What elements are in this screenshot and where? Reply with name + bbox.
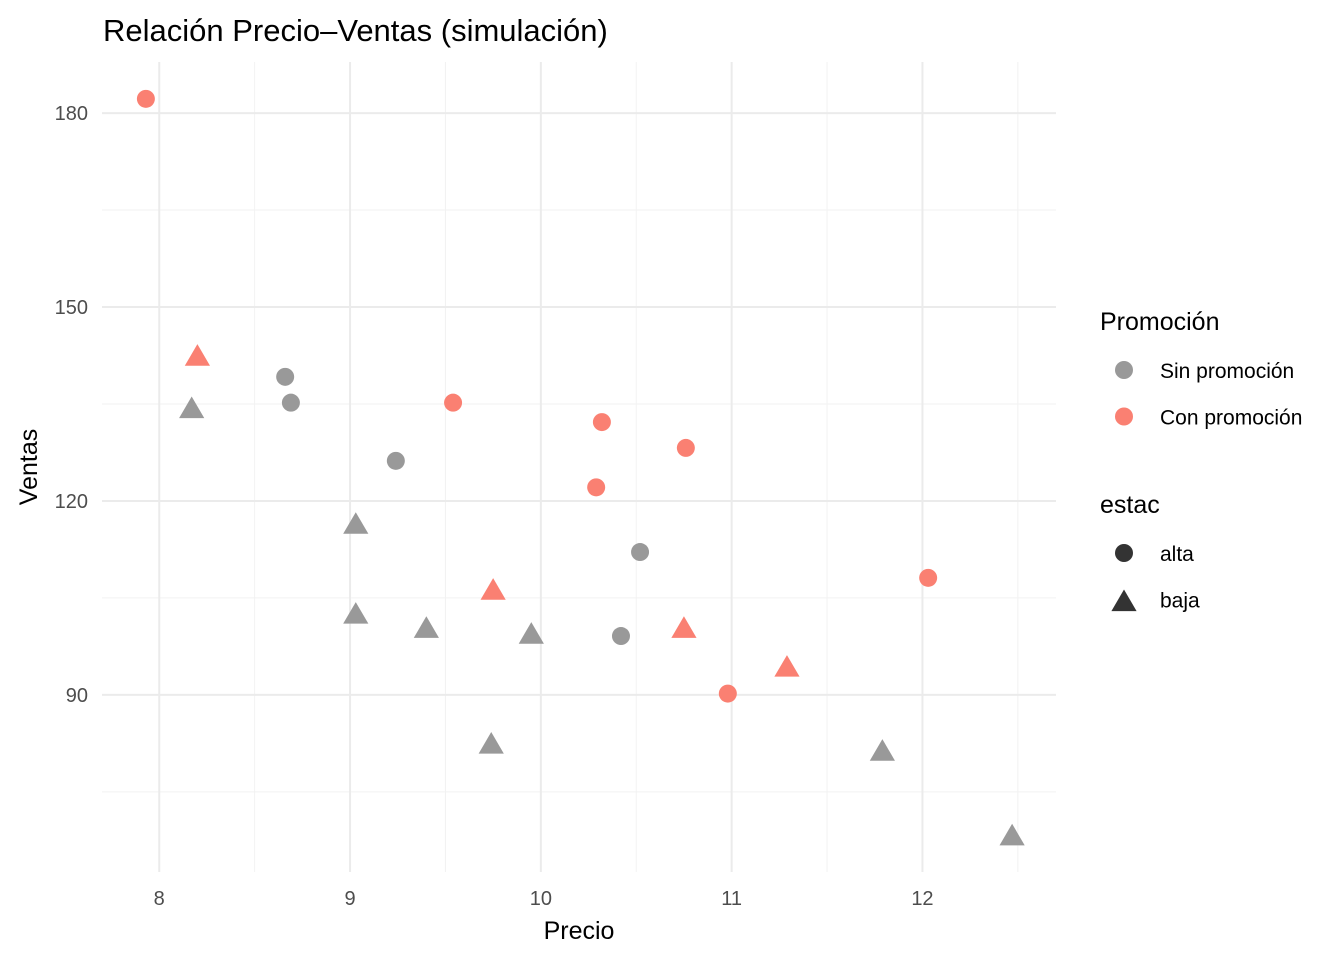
- data-point: [718, 684, 737, 703]
- data-point: [444, 393, 463, 412]
- legend: Promoción Sin promoción Con promoción estac…: [1100, 308, 1302, 613]
- data-point: [631, 543, 650, 562]
- data-point: [413, 616, 439, 638]
- x-axis-title: Precio: [544, 917, 615, 945]
- legend-key-circle: [1115, 407, 1133, 426]
- y-tick-label: 120: [55, 491, 88, 513]
- data-point: [919, 568, 938, 587]
- x-tick-labels: 8 9 10 11 12: [154, 888, 934, 910]
- data-point: [478, 732, 504, 754]
- x-tick-label: 8: [154, 888, 165, 910]
- data-point: [671, 616, 697, 638]
- legend-item-label: alta: [1160, 543, 1194, 566]
- legend-key-triangle: [1111, 589, 1137, 612]
- y-tick-label: 150: [55, 297, 88, 319]
- gridlines: [102, 62, 1056, 872]
- data-point: [592, 413, 611, 432]
- y-tick-label: 180: [55, 103, 88, 125]
- x-tick-label: 12: [911, 888, 933, 910]
- legend-key-circle: [1115, 361, 1133, 379]
- y-tick-labels: 90 120 150 180: [55, 103, 88, 707]
- data-point: [869, 739, 895, 761]
- data-point: [179, 396, 205, 419]
- x-tick-label: 10: [530, 888, 552, 910]
- data-point: [184, 344, 210, 366]
- data-point: [611, 627, 630, 646]
- data-point: [999, 823, 1025, 846]
- data-point: [480, 578, 506, 600]
- legend-title: estac: [1100, 491, 1160, 519]
- legend-item-label: Con promoción: [1160, 407, 1302, 430]
- legend-key-circle: [1115, 544, 1133, 562]
- y-tick-label: 90: [66, 685, 88, 707]
- legend-item-label: Sin promoción: [1160, 360, 1294, 383]
- legend-title: Promoción: [1100, 308, 1220, 336]
- data-point: [343, 602, 369, 624]
- data-point: [276, 367, 295, 386]
- data-point: [587, 478, 606, 497]
- data-points: [136, 89, 1025, 846]
- chart-title: Relación Precio–Ventas (simulación): [103, 13, 608, 48]
- legend-item-label: baja: [1160, 590, 1200, 613]
- data-point: [343, 512, 369, 534]
- data-point: [136, 89, 155, 108]
- data-point: [281, 393, 300, 412]
- data-point: [774, 655, 800, 677]
- y-axis-title: Ventas: [15, 429, 43, 505]
- data-point: [518, 622, 544, 644]
- data-point: [386, 451, 405, 470]
- data-point: [676, 438, 695, 457]
- x-tick-label: 11: [721, 888, 742, 910]
- x-tick-label: 9: [344, 888, 355, 910]
